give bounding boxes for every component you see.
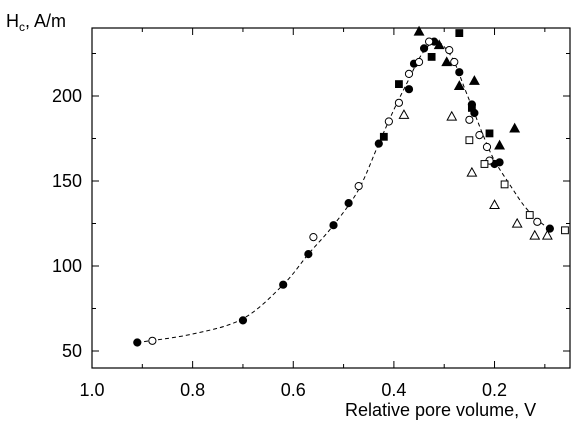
plot-frame xyxy=(91,27,571,369)
open-circle-marker xyxy=(404,69,414,79)
filled-triangle-marker xyxy=(433,39,445,50)
y-axis-label: Hc, A/m xyxy=(6,12,66,36)
y-tick-label: 100 xyxy=(52,256,82,276)
open-circle-marker xyxy=(354,182,363,191)
y-tick-label: 50 xyxy=(62,341,82,361)
x-tick-label: 0.2 xyxy=(482,380,507,400)
filled-circle-marker xyxy=(279,280,288,289)
open-square-marker xyxy=(500,180,509,189)
open-triangle-marker xyxy=(541,229,553,240)
open-circle-marker xyxy=(309,233,318,242)
open-circle-marker xyxy=(414,57,424,67)
open-circle-marker xyxy=(384,117,393,126)
y-axis-label-main: H xyxy=(6,11,19,31)
open-circle-marker xyxy=(425,37,434,46)
axis-ticks xyxy=(91,28,570,368)
filled-circle-marker xyxy=(374,139,383,148)
filled-circle-marker xyxy=(304,250,313,259)
filled-triangle-marker xyxy=(453,80,465,90)
open-triangle-marker xyxy=(511,217,523,228)
filled-triangle-marker xyxy=(509,122,521,133)
open-triangle-marker xyxy=(398,109,410,119)
x-tick-label: 0.4 xyxy=(381,380,406,400)
dashed-trend-line xyxy=(137,41,551,343)
open-triangle-marker xyxy=(529,229,541,240)
filled-triangle-marker xyxy=(413,25,425,36)
open-circle-marker xyxy=(445,46,454,55)
x-tick-label: 0.8 xyxy=(180,380,205,400)
open-circle-marker xyxy=(475,131,484,140)
filled-circle-marker xyxy=(329,221,338,230)
filled-circle-marker xyxy=(455,68,464,77)
filled-circle-marker xyxy=(344,199,353,208)
open-triangle-marker xyxy=(489,199,500,209)
y-tick-label: 200 xyxy=(52,86,82,106)
open-triangle-marker xyxy=(446,110,458,121)
filled-triangle-marker xyxy=(494,139,506,150)
filled-triangle-marker xyxy=(441,56,453,67)
y-tick-label: 150 xyxy=(52,171,82,191)
filled-circle-marker xyxy=(133,338,142,347)
filled-triangle-marker xyxy=(468,75,480,85)
filled-circle-marker xyxy=(419,44,429,53)
open-circle-marker xyxy=(450,57,459,67)
filled-square-marker xyxy=(485,129,494,138)
open-circle-marker xyxy=(394,98,404,107)
filled-square-marker xyxy=(467,104,476,112)
x-tick-label: 0.6 xyxy=(281,380,306,400)
open-circle-marker xyxy=(465,115,474,124)
y-axis-label-subscript: c xyxy=(19,20,25,34)
filled-circle-marker xyxy=(238,316,248,325)
data-markers xyxy=(133,25,569,347)
open-square-marker xyxy=(480,160,489,168)
open-square-marker xyxy=(465,136,474,145)
filled-square-marker xyxy=(395,80,403,88)
filled-circle-marker xyxy=(404,85,414,94)
open-circle-marker xyxy=(482,142,492,152)
x-tick-label: 1.0 xyxy=(79,380,104,400)
open-square-marker xyxy=(525,211,534,219)
open-circle-marker xyxy=(148,336,157,345)
filled-square-marker xyxy=(427,53,436,61)
y-axis-label-units: , A/m xyxy=(25,11,67,31)
open-circle-marker xyxy=(533,217,542,226)
open-triangle-marker xyxy=(466,166,478,177)
filled-circle-marker xyxy=(495,158,504,167)
open-square-marker xyxy=(561,226,569,235)
tick-labels: 1.0 0.8 0.6 0.4 0.2 50 100 150 200 xyxy=(52,86,507,400)
filled-square-marker xyxy=(379,132,388,141)
x-axis-label: Relative pore volume, V xyxy=(345,400,537,420)
filled-circle-marker xyxy=(545,224,554,233)
filled-square-marker xyxy=(455,29,464,38)
